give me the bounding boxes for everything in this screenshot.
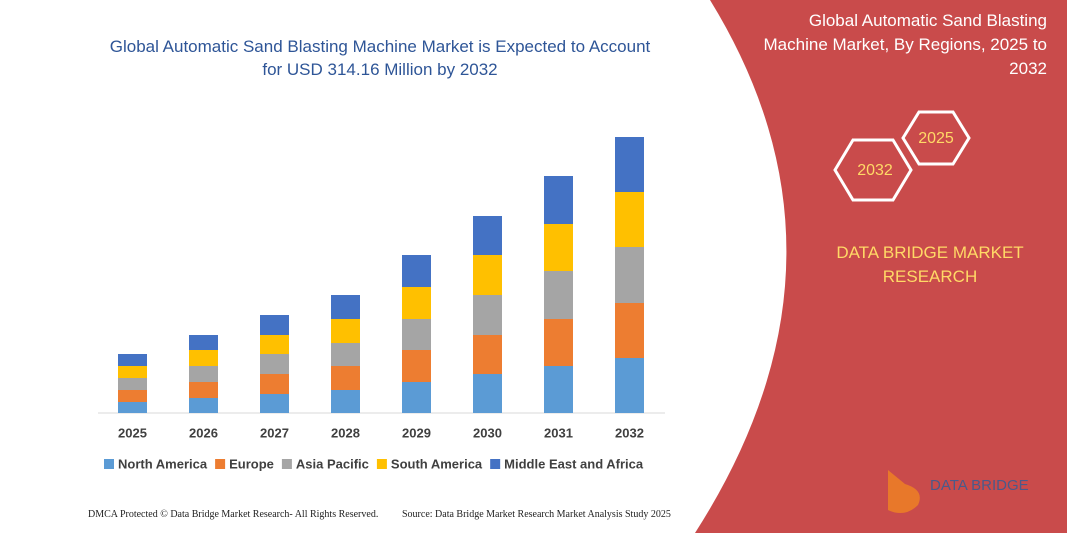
legend-swatch bbox=[104, 459, 114, 469]
legend-label: Asia Pacific bbox=[296, 456, 369, 471]
legend-label: South America bbox=[391, 456, 483, 471]
bar-segment bbox=[402, 350, 431, 382]
bar-segment bbox=[118, 378, 147, 390]
legend-swatch bbox=[376, 459, 387, 469]
bar-segment bbox=[615, 358, 644, 413]
bar-segment bbox=[544, 366, 573, 413]
hex-label: 2032 bbox=[857, 162, 893, 179]
x-tick-label: 2029 bbox=[402, 425, 431, 440]
bar-segment bbox=[544, 319, 573, 366]
bar-segment bbox=[331, 366, 360, 390]
panel-title: Global Automatic Sand Blasting Machine M… bbox=[763, 11, 1047, 78]
legend-swatch bbox=[281, 459, 292, 469]
red-panel bbox=[695, 0, 1067, 533]
x-tick-label: 2031 bbox=[544, 425, 573, 440]
bar-segment bbox=[473, 216, 502, 255]
x-tick-label: 2032 bbox=[615, 425, 644, 440]
bar-segment bbox=[331, 319, 360, 343]
x-tick-label: 2030 bbox=[473, 425, 502, 440]
bar-segment bbox=[118, 354, 147, 366]
bar-segment bbox=[615, 192, 644, 247]
bar-segment bbox=[615, 303, 644, 358]
bar-segment bbox=[189, 398, 218, 413]
bar-segment bbox=[260, 315, 289, 335]
bar-segment bbox=[615, 247, 644, 303]
legend-swatch bbox=[490, 459, 501, 469]
footer-left: DMCA Protected © Data Bridge Market Rese… bbox=[88, 509, 379, 520]
bar-segment bbox=[615, 137, 644, 192]
x-tick-label: 2026 bbox=[189, 425, 218, 440]
bar-segment bbox=[473, 295, 502, 335]
bar-segment bbox=[402, 319, 431, 350]
footer-right: Source: Data Bridge Market Research Mark… bbox=[402, 509, 671, 520]
bar-segment bbox=[189, 366, 218, 382]
bar-segment bbox=[189, 382, 218, 398]
hexagon bbox=[833, 138, 913, 202]
bar-segment bbox=[402, 382, 431, 413]
bar-segment bbox=[189, 350, 218, 366]
bar-segment bbox=[331, 390, 360, 413]
x-tick-label: 2025 bbox=[118, 425, 147, 440]
legend-label: Middle East and Africa bbox=[504, 456, 644, 471]
legend-label: Europe bbox=[229, 456, 274, 471]
chart-title: Global Automatic Sand Blasting Machine M… bbox=[109, 37, 651, 79]
bar-segment bbox=[260, 374, 289, 394]
bar-segment bbox=[473, 335, 502, 374]
bar-segment bbox=[118, 402, 147, 413]
brand: DATA BRIDGE MARKET RESEARCH bbox=[836, 243, 1024, 286]
logo-text: DATA BRIDGE bbox=[930, 477, 1029, 494]
hex-label: 2025 bbox=[918, 130, 954, 147]
bar-segment bbox=[473, 374, 502, 413]
bar-segment bbox=[544, 224, 573, 271]
legend-label: North America bbox=[118, 456, 208, 471]
bar-segment bbox=[331, 295, 360, 319]
bar-segment bbox=[118, 366, 147, 378]
legend-swatch bbox=[215, 459, 226, 469]
bar-segment bbox=[331, 343, 360, 366]
x-tick-label: 2028 bbox=[331, 425, 360, 440]
bar-segment bbox=[402, 255, 431, 287]
bar-segment bbox=[118, 390, 147, 402]
bar-segment bbox=[189, 335, 218, 350]
logo-icon bbox=[888, 470, 920, 514]
bar-segment bbox=[402, 287, 431, 319]
hexagon bbox=[901, 110, 971, 166]
bar-segment bbox=[260, 354, 289, 374]
bar-segment bbox=[544, 271, 573, 319]
bar-segment bbox=[473, 255, 502, 295]
x-tick-label: 2027 bbox=[260, 425, 289, 440]
bar-segment bbox=[260, 335, 289, 354]
bar-segment bbox=[260, 394, 289, 413]
bar-segment bbox=[544, 176, 573, 224]
